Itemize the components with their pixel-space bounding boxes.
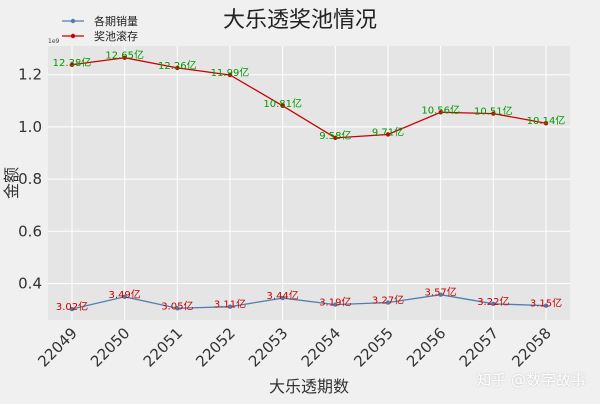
x-tick-label: 22050 (87, 324, 133, 370)
legend-marker (70, 18, 76, 24)
y-tick-label: 1.2 (18, 66, 42, 84)
data-label: 3.44亿 (267, 289, 299, 302)
x-tick-label: 22051 (140, 324, 186, 370)
data-label: 9.71亿 (372, 125, 404, 138)
data-label: 12.38亿 (53, 56, 92, 69)
data-label: 3.05亿 (161, 299, 193, 312)
data-point (438, 110, 443, 115)
data-label: 3.22亿 (477, 295, 509, 308)
data-point (491, 301, 496, 307)
data-point (175, 306, 180, 311)
data-point (227, 304, 233, 309)
x-tick-label: 22053 (245, 324, 291, 370)
data-point (69, 62, 75, 67)
x-tick-label: 22058 (508, 324, 554, 370)
data-point (175, 65, 180, 71)
x-tick-label: 22057 (456, 324, 502, 370)
data-label: 3.11亿 (214, 298, 246, 311)
data-label: 11.99亿 (211, 66, 250, 79)
y-axis-label: 金额 (2, 167, 21, 199)
data-point (69, 306, 75, 312)
data-label: 3.57亿 (425, 286, 457, 299)
data-label: 9.58亿 (319, 129, 351, 142)
data-point (385, 300, 391, 305)
data-point (385, 132, 391, 137)
watermark: 知乎 @数字故事 (476, 371, 586, 389)
x-tick-label: 22049 (34, 324, 80, 370)
series-line (71, 294, 547, 310)
data-point (543, 303, 549, 308)
data-label: 12.26亿 (158, 59, 197, 72)
y-tick-label: 0.4 (18, 274, 42, 292)
data-point (438, 292, 443, 297)
data-point (333, 135, 338, 141)
data-label: 12.65亿 (105, 49, 144, 62)
x-tick-label: 22054 (298, 324, 344, 370)
x-axis-label: 大乐透期数 (269, 377, 349, 396)
y-tick-label: 0.8 (18, 170, 42, 188)
data-label: 10.51亿 (474, 105, 513, 118)
legend-marker (70, 33, 76, 39)
x-tick-label: 22055 (350, 324, 396, 370)
plot-area (48, 46, 570, 320)
data-label: 10.56亿 (421, 103, 460, 116)
data-label: 3.15亿 (530, 297, 562, 310)
y-scale-label: 1e9 (48, 38, 60, 45)
data-point (543, 121, 549, 126)
data-label: 10.81亿 (263, 97, 302, 110)
chart-title: 大乐透奖池情况 (223, 8, 377, 33)
y-tick-label: 0.6 (18, 222, 42, 240)
legend-label: 各期销量 (94, 14, 138, 28)
data-point (491, 111, 496, 116)
data-point (122, 294, 127, 299)
data-label: 3.02亿 (56, 300, 88, 313)
data-point (280, 295, 285, 301)
data-label: 10.14亿 (527, 114, 566, 127)
data-label: 3.19亿 (319, 296, 351, 309)
series-line (71, 57, 547, 139)
data-label: 3.27亿 (372, 294, 404, 307)
y-tick-label: 1.0 (18, 118, 42, 136)
x-tick-label: 22056 (403, 324, 449, 370)
data-label: 3.49亿 (109, 288, 141, 301)
x-tick-label: 22052 (192, 324, 238, 370)
data-point (122, 55, 127, 60)
data-point (333, 302, 338, 307)
data-point (227, 72, 233, 78)
data-point (280, 103, 285, 108)
legend-label: 奖池滚存 (94, 29, 138, 43)
